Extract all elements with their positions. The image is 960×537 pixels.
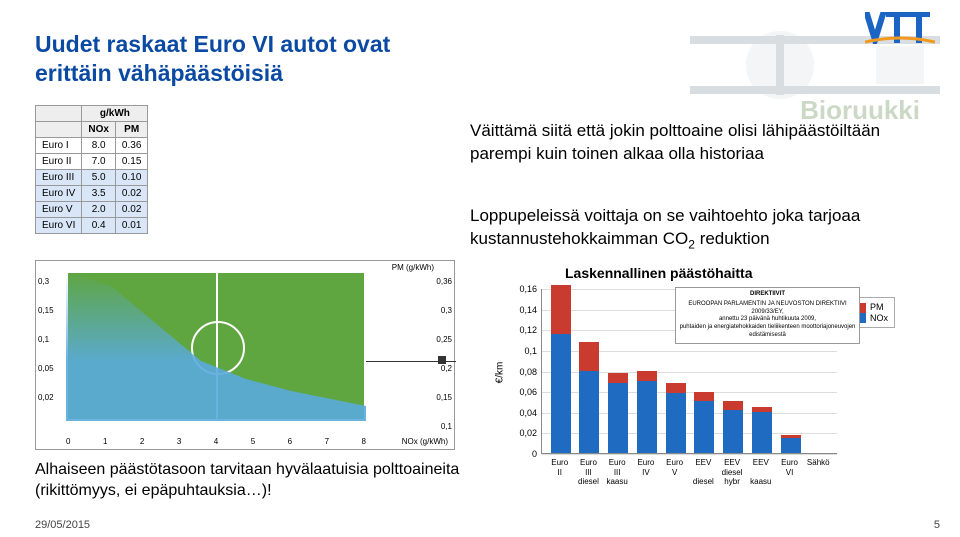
- page-number: 5: [934, 519, 940, 531]
- y-tick-label: 0,16: [497, 284, 537, 294]
- table-row: Euro I8.00.36: [36, 138, 148, 154]
- bar: [608, 373, 628, 453]
- emissions-area-chart: PM (g/kWh) 0,3 0,15 0,1 0,05 0,02 0,36 0…: [35, 260, 455, 450]
- x-tick-label: EEVdieselhybr: [716, 458, 748, 487]
- x-tick-label: EuroIIIkaasu: [601, 458, 633, 487]
- fuel-quality-note: Alhaiseen päästötasoon tarvitaan hyvälaa…: [35, 460, 465, 502]
- table-row: Euro III5.00.10: [36, 170, 148, 186]
- bar-segment-nox: [637, 381, 657, 453]
- bar-segment-nox: [666, 393, 686, 453]
- bar: [723, 401, 743, 453]
- x-tick-label: EuroV: [659, 458, 691, 477]
- x-axis-label: NOx (g/kWh): [402, 437, 448, 446]
- x-tick-label: EuroVI: [774, 458, 806, 477]
- bar-segment-nox: [579, 371, 599, 454]
- bar: [752, 407, 772, 453]
- vtt-logo-icon: [865, 12, 935, 44]
- bar: [694, 392, 714, 453]
- claim-paragraph-1: Väittämä siitä että jokin polttoaine oli…: [470, 120, 910, 166]
- y-tick-label: 0,02: [497, 428, 537, 438]
- x-tick-label: EuroII: [544, 458, 576, 477]
- bar-segment-nox: [781, 438, 801, 453]
- bar-segment-pm: [723, 401, 743, 409]
- bar-segment-pm: [781, 435, 801, 437]
- y-axis-left: 0,3 0,15 0,1 0,05 0,02: [38, 267, 54, 412]
- bar-segment-nox: [752, 412, 772, 453]
- table-subheader-row: NOx PM: [36, 122, 148, 138]
- x-tick-label: EEVkaasu: [745, 458, 777, 487]
- emission-cost-barchart: Laskennallinen päästöhaitta €/km PM NOx …: [495, 285, 895, 510]
- table-row: Euro II7.00.15: [36, 154, 148, 170]
- pm-axis-label: PM (g/kWh): [392, 263, 434, 272]
- claim-paragraph-2: Loppupeleissä voittaja on se vaihtoehto …: [470, 205, 910, 253]
- bar-segment-nox: [608, 383, 628, 453]
- bar-segment-pm: [608, 373, 628, 383]
- y-axis-right: 0,36 0,3 0,25 0,2 0,15 0,1: [436, 267, 452, 441]
- vtt-logo: [865, 12, 935, 51]
- bar-segment-pm: [637, 371, 657, 381]
- table-header-row: g/kWh: [36, 106, 148, 122]
- bar-segment-pm: [666, 383, 686, 393]
- directive-note: DIREKTIIVIT EUROOPAN PARLAMENTIN JA NEUV…: [675, 287, 860, 344]
- bar: [579, 342, 599, 453]
- bar-segment-nox: [723, 410, 743, 453]
- bar: [781, 435, 801, 453]
- th-nox: NOx: [82, 122, 116, 138]
- th-pm: PM: [115, 122, 147, 138]
- x-axis: 0 1 2 3 4 5 6 7 8: [66, 437, 366, 446]
- bar-segment-nox: [694, 401, 714, 453]
- y-tick-label: 0,1: [497, 346, 537, 356]
- title-line-2: erittäin vähäpäästöisiä: [35, 60, 283, 86]
- bar: [666, 383, 686, 453]
- legend-item-pm: PM: [856, 302, 888, 313]
- x-tick-label: EuroIV: [630, 458, 662, 477]
- bar-segment-pm: [694, 392, 714, 401]
- footer-date: 29/05/2015: [35, 519, 90, 531]
- bar: [637, 371, 657, 454]
- bar-segment-pm: [752, 407, 772, 412]
- barchart-title: Laskennallinen päästöhaitta: [565, 265, 753, 281]
- legend-item-nox: NOx: [856, 313, 888, 324]
- table-row: Euro V2.00.02: [36, 202, 148, 218]
- y-tick-label: 0,14: [497, 305, 537, 315]
- x-tick-label: EEVdiesel: [687, 458, 719, 487]
- x-tick-label: Sähkö: [802, 458, 834, 477]
- y-tick-label: 0,12: [497, 325, 537, 335]
- table-row: Euro VI0.40.01: [36, 218, 148, 234]
- bar-segment-pm: [579, 342, 599, 371]
- page-title: Uudet raskaat Euro VI autot ovat erittäi…: [35, 30, 390, 88]
- bar-segment-pm: [551, 285, 571, 335]
- th-gkwh: g/kWh: [82, 106, 148, 122]
- y-tick-label: 0: [497, 449, 537, 459]
- y-tick-label: 0,04: [497, 408, 537, 418]
- bar-segment-nox: [551, 334, 571, 453]
- y-tick-label: 0,06: [497, 387, 537, 397]
- euro-standards-table: g/kWh NOx PM Euro I8.00.36Euro II7.00.15…: [35, 105, 148, 234]
- table-row: Euro IV3.50.02: [36, 186, 148, 202]
- y-tick-label: 0,08: [497, 367, 537, 377]
- x-tick-label: EuroIIIdiesel: [572, 458, 604, 487]
- title-line-1: Uudet raskaat Euro VI autot ovat: [35, 31, 390, 57]
- bar: [551, 285, 571, 453]
